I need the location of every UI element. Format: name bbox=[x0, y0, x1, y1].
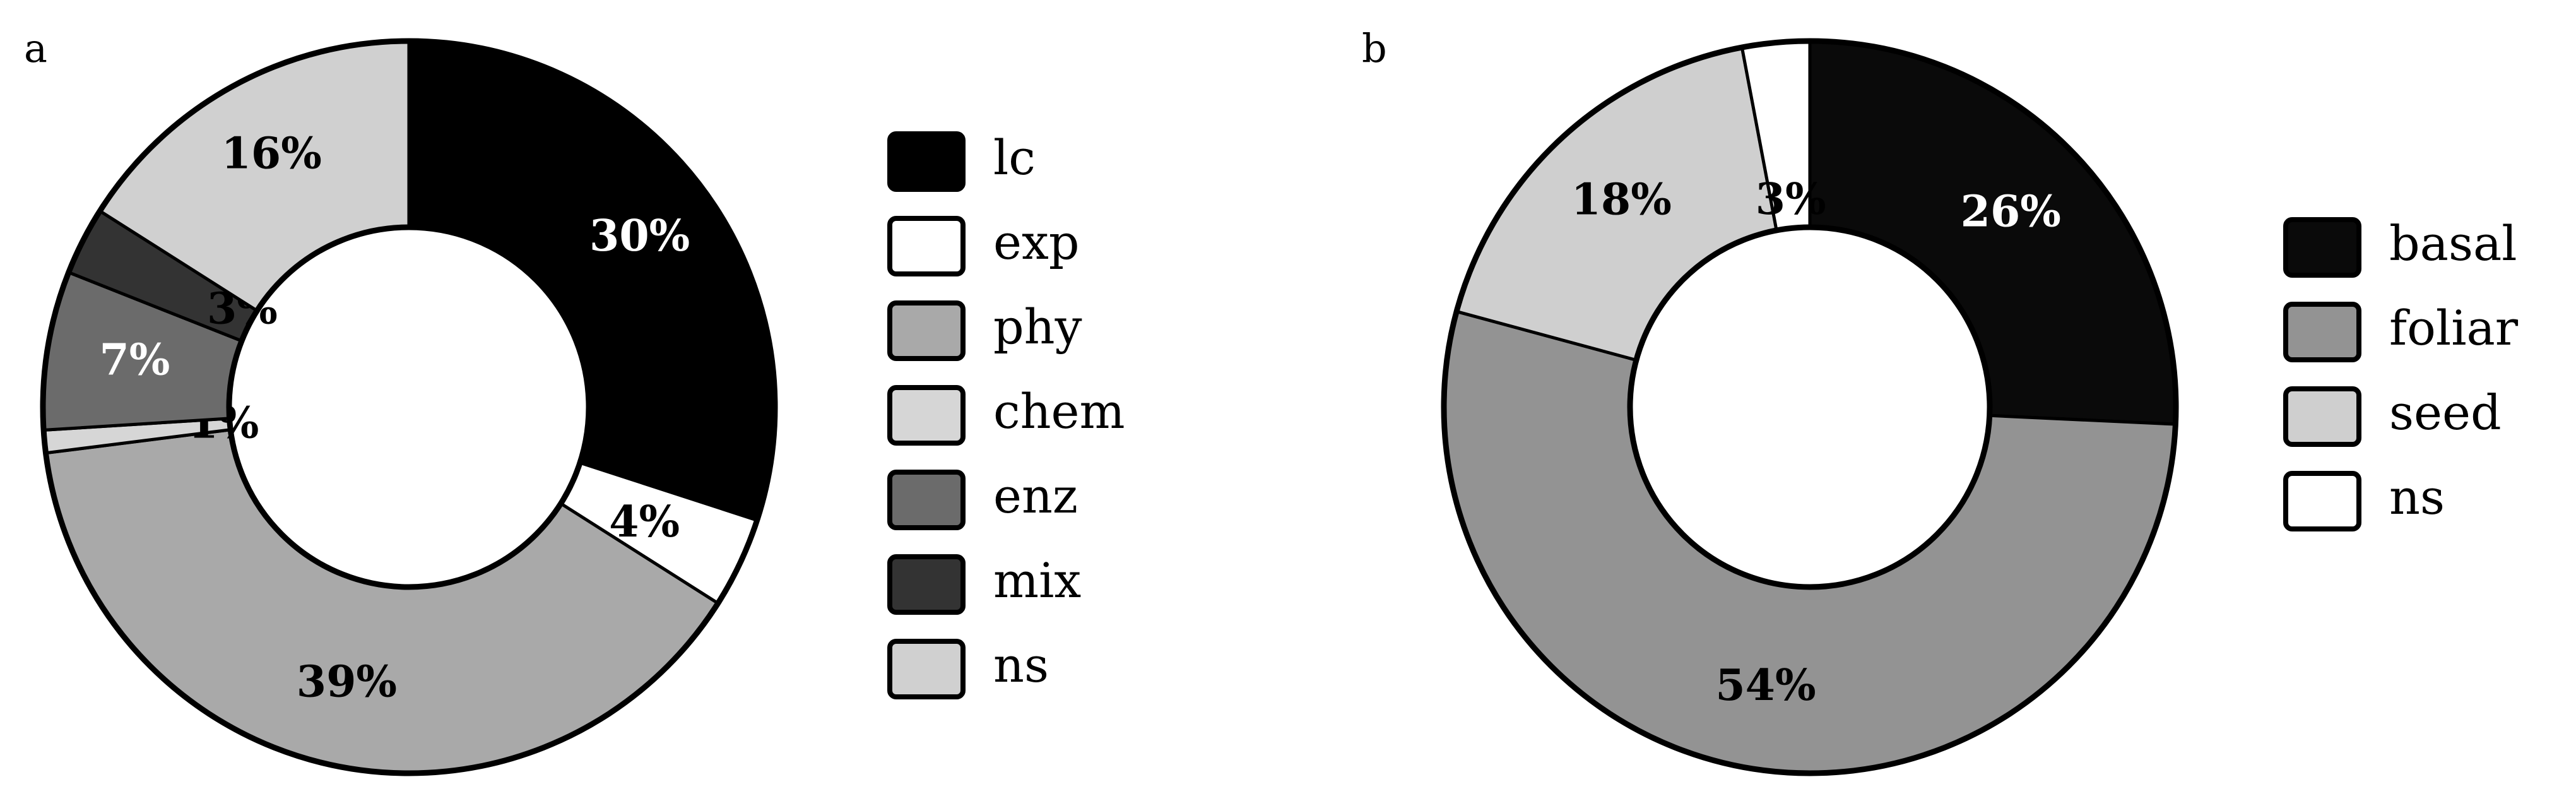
legend-item-lc: lc bbox=[887, 129, 1036, 192]
legend-swatch-lc bbox=[887, 131, 966, 192]
slice-label-ns: 16% bbox=[222, 128, 322, 179]
legend-swatch-ns bbox=[887, 639, 966, 699]
legend-label-seed: seed bbox=[2389, 384, 2502, 441]
legend-label-lc: lc bbox=[993, 129, 1036, 186]
donut-chart-a: 30%4%39%1%7%3%16% bbox=[40, 38, 778, 776]
legend-swatch-seed bbox=[2283, 386, 2361, 447]
legend-swatch-exp bbox=[887, 216, 966, 276]
legend-label-phy: phy bbox=[993, 299, 1082, 355]
legend-item-ns: ns bbox=[887, 637, 1049, 699]
legend-swatch-phy bbox=[887, 300, 966, 361]
donut-inner-ring bbox=[226, 224, 592, 590]
legend-label-foliar: foliar bbox=[2389, 300, 2519, 356]
legend-item-mix: mix bbox=[887, 552, 1081, 615]
legend-label-enz: enz bbox=[993, 468, 1078, 524]
legend-item-phy: phy bbox=[887, 299, 1082, 361]
panel-b-letter: b bbox=[1362, 25, 1387, 71]
legend-item-basal: basal bbox=[2283, 215, 2517, 278]
legend-item-ns: ns bbox=[2283, 469, 2445, 531]
legend-label-mix: mix bbox=[993, 552, 1081, 608]
legend-label-basal: basal bbox=[2389, 215, 2517, 271]
legend-label-ns: ns bbox=[993, 637, 1049, 693]
legend-item-exp: exp bbox=[887, 214, 1080, 276]
slice-label-phy: 39% bbox=[297, 657, 397, 708]
legend-b: basal foliar seed ns bbox=[2283, 215, 2519, 531]
legend-a: lc exp phy chem enz mix ns bbox=[887, 129, 1125, 699]
legend-label-chem: chem bbox=[993, 383, 1125, 439]
legend-swatch-basal bbox=[2283, 217, 2361, 278]
legend-label-exp: exp bbox=[993, 214, 1080, 270]
slice-label-exp: 4% bbox=[609, 497, 680, 547]
donut-outer-ring bbox=[40, 38, 778, 776]
legend-swatch-ns bbox=[2283, 471, 2361, 531]
legend-swatch-mix bbox=[887, 554, 966, 615]
legend-item-foliar: foliar bbox=[2283, 300, 2519, 362]
donut-slice-lc bbox=[407, 39, 777, 522]
legend-swatch-enz bbox=[887, 470, 966, 530]
donut-chart-b: 26% 54% 18% 3% bbox=[1441, 38, 2179, 776]
slice-label-foliar: 54% bbox=[1715, 660, 1816, 711]
legend-swatch-chem bbox=[887, 385, 966, 446]
slice-label-lc: 30% bbox=[589, 211, 690, 261]
legend-item-enz: enz bbox=[887, 468, 1078, 530]
legend-item-chem: chem bbox=[887, 383, 1125, 446]
donut-inner-ring bbox=[1627, 224, 1993, 590]
legend-item-seed: seed bbox=[2283, 384, 2502, 447]
slice-label-seed: 18% bbox=[1571, 175, 1672, 225]
legend-swatch-foliar bbox=[2283, 302, 2361, 362]
slice-label-enz: 7% bbox=[99, 335, 170, 386]
legend-label-ns: ns bbox=[2389, 469, 2445, 525]
slice-label-basal: 26% bbox=[1961, 187, 2061, 237]
donut-outer-ring bbox=[1441, 38, 2179, 776]
panel-a-letter: a bbox=[24, 25, 47, 71]
slice-label-ns: 3% bbox=[1756, 174, 1826, 225]
